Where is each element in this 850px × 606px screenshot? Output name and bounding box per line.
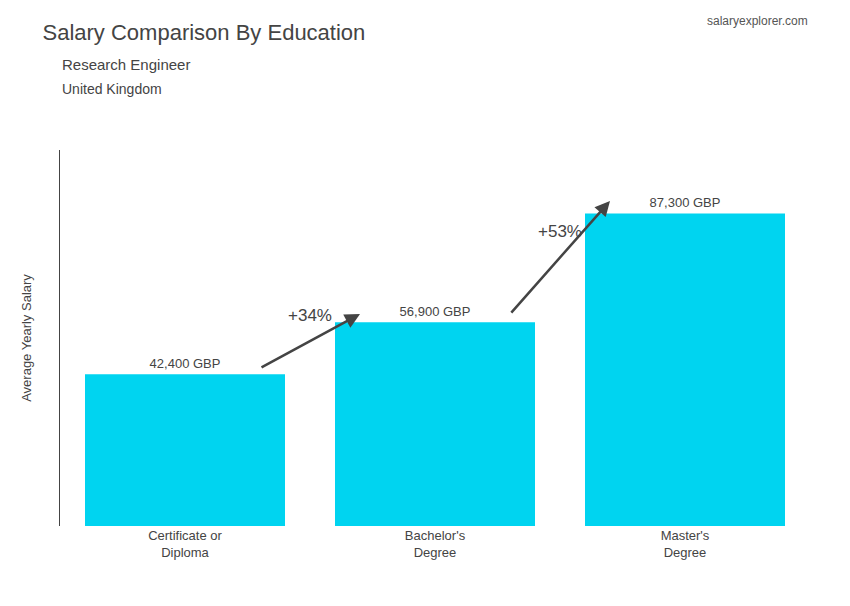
svg-text:Salary Comparison By Education: Salary Comparison By Education xyxy=(43,20,366,45)
svg-text:Bachelor'sDegree: Bachelor'sDegree xyxy=(405,528,466,560)
svg-text:42,400 GBP: 42,400 GBP xyxy=(150,356,221,371)
svg-text:salaryexplorer.com: salaryexplorer.com xyxy=(707,14,808,28)
svg-text:Master'sDegree: Master'sDegree xyxy=(661,528,710,560)
svg-text:Certificate orDiploma: Certificate orDiploma xyxy=(148,528,222,560)
svg-text:56,900 GBP: 56,900 GBP xyxy=(400,304,471,319)
svg-text:United Kingdom: United Kingdom xyxy=(62,81,162,97)
svg-text:+53%: +53% xyxy=(538,222,582,241)
svg-text:87,300 GBP: 87,300 GBP xyxy=(650,195,721,210)
svg-text:Average Yearly Salary: Average Yearly Salary xyxy=(19,274,34,402)
svg-text:+34%: +34% xyxy=(288,306,332,325)
svg-text:Research Engineer: Research Engineer xyxy=(62,56,190,73)
